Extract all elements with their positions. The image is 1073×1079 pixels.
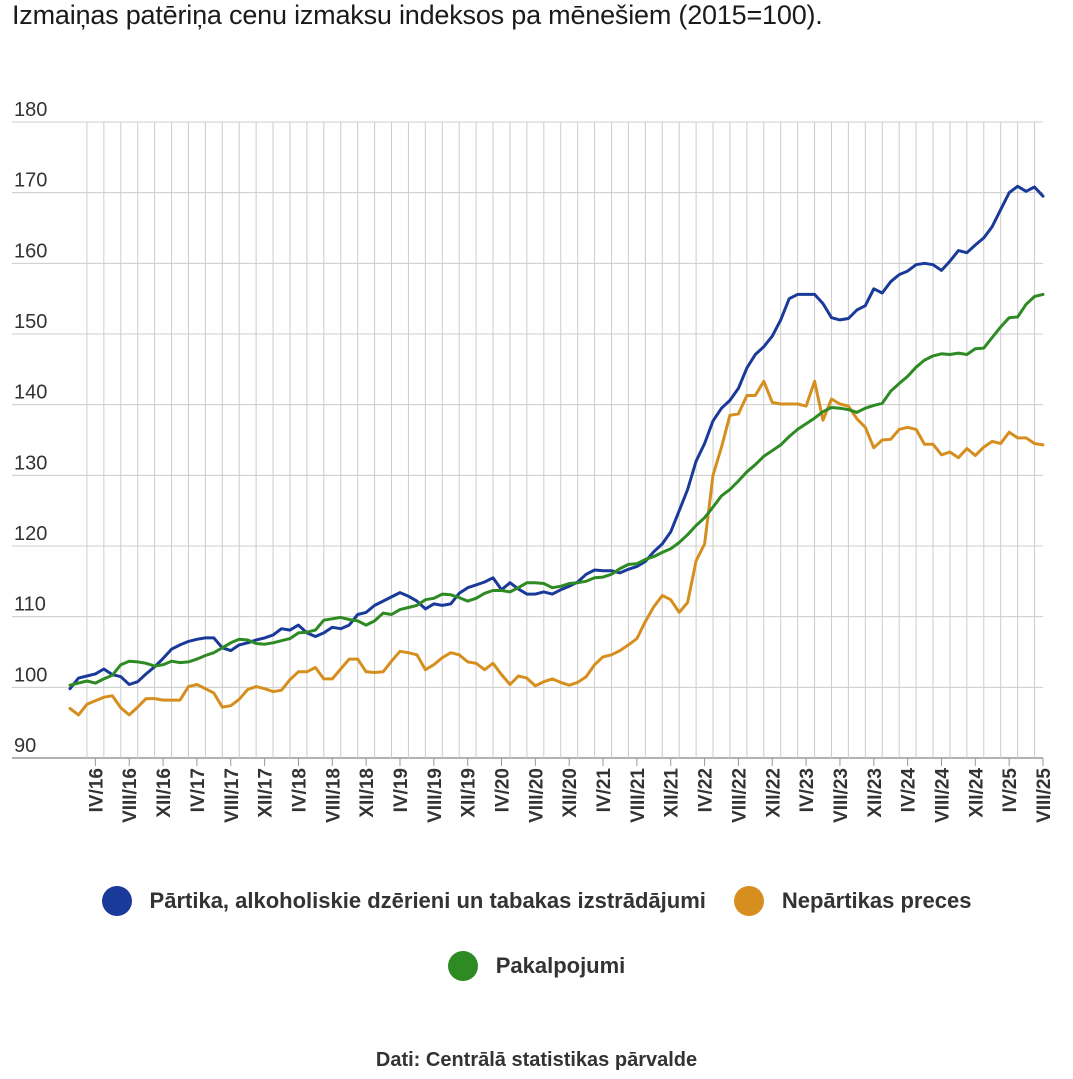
x-tick-label: XII/18 (357, 768, 378, 818)
x-tick-label: XII/21 (662, 768, 683, 818)
x-tick-label: VIII/19 (425, 768, 446, 823)
x-tick-label: VIII/16 (120, 768, 141, 823)
x-tick-label: XII/22 (763, 768, 784, 818)
x-tick-label: IV/20 (493, 768, 514, 812)
x-tick-label: VIII/18 (323, 768, 344, 823)
legend-label-food: Pārtika, alkoholiskie dzērieni un tabaka… (149, 888, 706, 913)
x-tick-label: IV/25 (1000, 768, 1021, 813)
legend-dot-food (101, 886, 132, 916)
x-tick-label: XII/17 (256, 768, 277, 818)
x-tick-label: VIII/23 (831, 768, 852, 823)
series-line-services (68, 292, 1045, 687)
legend-label-services: Pakalpojumi (495, 953, 626, 978)
y-tick-label: 160 (14, 240, 47, 262)
x-tick-label: IV/16 (86, 768, 107, 812)
x-tick-label: VIII/22 (729, 768, 750, 823)
y-tick-label: 110 (14, 594, 46, 616)
x-tick-label: XII/24 (966, 768, 987, 818)
legend-dot-services (447, 951, 478, 981)
x-tick-label: VIII/24 (932, 768, 953, 823)
y-tick-label: 150 (14, 311, 47, 333)
x-axis-ticks: IV/16 VIII/16 XII/16 IV/17 VIII/17 XII/17 IV/1… (86, 758, 1055, 823)
x-tick-label: VIII/20 (526, 768, 547, 823)
line-chart: 90 100 110 120 130 140 150 160 170 180 IV/16 VIII/… (12, 99, 1055, 823)
data-source: Dati: Centrālā statistikas pārvalde (375, 1049, 698, 1071)
y-axis-ticks: 90 100 110 120 130 140 150 160 170 180 (14, 99, 47, 757)
grid-lines (12, 121, 1043, 759)
x-tick-label: VIII/25 (1034, 768, 1055, 823)
series-line-food (68, 184, 1045, 691)
x-tick-label: XII/16 (154, 768, 175, 818)
y-tick-label: 120 (14, 523, 47, 545)
x-tick-label: IV/18 (289, 768, 310, 812)
x-tick-label: VIII/17 (222, 768, 243, 823)
legend-item-food[interactable]: Pārtika, alkoholiskie dzērieni un tabaka… (101, 886, 706, 916)
y-tick-label: 130 (14, 452, 47, 474)
legend-item-services[interactable]: Pakalpojumi (447, 951, 626, 981)
x-tick-label: IV/21 (594, 768, 615, 813)
legend-row-2: Pakalpojumi (0, 951, 1073, 981)
x-tick-label: IV/23 (797, 768, 818, 812)
series-lines (68, 184, 1045, 717)
y-tick-label: 90 (14, 735, 36, 757)
series-line-nonfood (68, 379, 1045, 717)
legend-label-nonfood: Nepārtikas preces (781, 888, 972, 913)
x-tick-label: XII/20 (560, 768, 581, 818)
x-tick-label: VIII/21 (628, 768, 649, 823)
x-tick-label: XII/19 (459, 768, 480, 818)
y-tick-label: 170 (14, 170, 47, 192)
y-tick-label: 100 (14, 664, 47, 686)
x-tick-label: IV/19 (391, 768, 412, 812)
legend-dot-nonfood (733, 886, 764, 916)
legend-row-1: Pārtika, alkoholiskie dzērieni un tabaka… (0, 886, 1073, 916)
y-tick-label: 180 (14, 99, 47, 121)
x-tick-label: XII/23 (865, 768, 886, 818)
legend-item-nonfood[interactable]: Nepārtikas preces (733, 886, 972, 916)
x-tick-label: IV/17 (188, 768, 209, 812)
x-tick-label: IV/24 (899, 768, 920, 813)
chart-title: Izmaiņas patēriņa cenu izmaksu indeksos … (12, 0, 823, 30)
x-tick-label: IV/22 (696, 768, 717, 812)
y-tick-label: 140 (14, 382, 47, 404)
